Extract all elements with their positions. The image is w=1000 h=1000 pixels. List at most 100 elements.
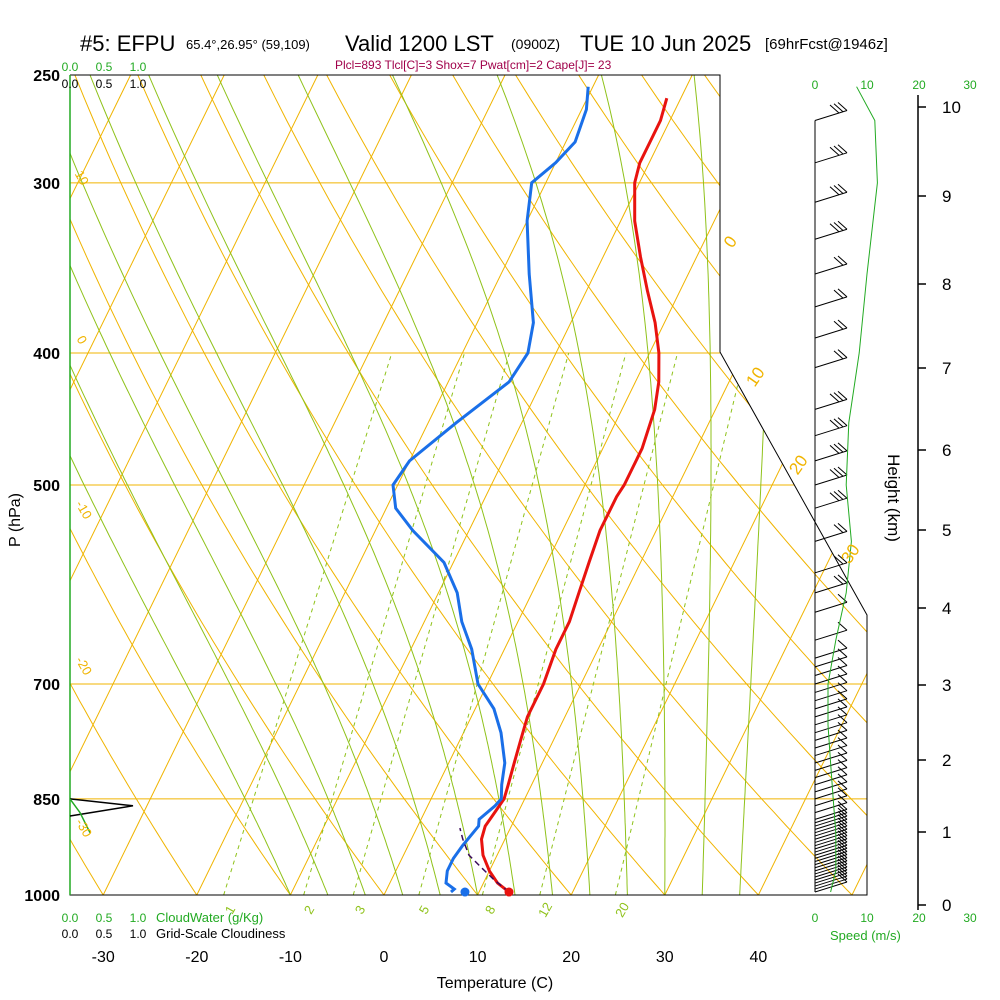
wind-barb xyxy=(814,811,848,830)
grid-label: -30 xyxy=(73,816,95,840)
svg-text:20: 20 xyxy=(912,911,926,925)
grid-label: 0 xyxy=(720,233,741,252)
dry-adiabat-line xyxy=(624,75,867,895)
valid-time: Valid 1200 LST xyxy=(345,31,494,56)
svg-text:1.0: 1.0 xyxy=(130,911,147,925)
dry-adiabat-line xyxy=(562,75,867,895)
cloudwater-label: CloudWater (g/Kg) xyxy=(156,910,263,925)
wind-barb xyxy=(814,690,848,710)
wind-barb xyxy=(814,827,848,847)
x-tick-label: 10 xyxy=(469,949,487,966)
height-tick-label: 5 xyxy=(942,521,951,540)
dry-adiabat-line xyxy=(811,75,867,895)
y-axis-label: P (hPa) xyxy=(7,493,24,547)
moist-adiabat-line xyxy=(79,75,441,895)
height-tick-label: 8 xyxy=(942,275,951,294)
svg-text:0.5: 0.5 xyxy=(96,60,113,74)
svg-text:20: 20 xyxy=(912,78,926,92)
moist-adiabat-lines xyxy=(70,75,773,895)
wind-barb xyxy=(814,801,848,820)
isotherm-line xyxy=(196,75,600,895)
mixing-ratio-line xyxy=(539,352,679,895)
dry-adiabat-line xyxy=(0,51,26,924)
speed-scale: 0 10 20 300 10 20 30 xyxy=(812,78,977,925)
svg-text:0.0: 0.0 xyxy=(62,77,79,91)
svg-text:0.5: 0.5 xyxy=(96,927,113,941)
temperature-axis: -30 -20 -10 0 10 20 30 40 xyxy=(92,949,768,966)
mixing-ratio-line xyxy=(418,352,570,895)
mixing-ratio-line xyxy=(223,352,393,895)
pressure-tick-label: 500 xyxy=(33,478,60,495)
svg-text:0.0: 0.0 xyxy=(62,911,79,925)
svg-text:0: 0 xyxy=(812,78,819,92)
grid-label: 20 xyxy=(612,900,632,920)
wind-barb xyxy=(814,319,848,339)
wind-barb xyxy=(814,639,848,659)
wind-barb xyxy=(814,807,848,827)
pressure-tick-label: 400 xyxy=(33,346,60,363)
height-tick-label: 6 xyxy=(942,441,951,460)
wind-barb xyxy=(814,722,848,741)
wind-barb xyxy=(814,255,848,275)
dry-adiabat-line xyxy=(438,75,867,895)
svg-text:0.0: 0.0 xyxy=(62,60,79,74)
moist-adiabat-line xyxy=(594,75,666,895)
wind-barb xyxy=(814,698,848,718)
moist-adiabat-line xyxy=(70,75,366,895)
isobar-lines xyxy=(70,74,867,896)
indices-line: Plcl=893 Tlcl[C]=3 Shox=7 Pwat[cm]=2 Cap… xyxy=(335,58,612,72)
isotherm-line xyxy=(757,75,867,895)
wind-barb xyxy=(814,417,848,437)
mixing-ratio-line xyxy=(303,352,465,895)
grid-label: 0 xyxy=(74,333,91,347)
x-tick-label: -30 xyxy=(92,949,115,966)
surface-dewpoint-point xyxy=(460,887,470,897)
isotherm-line xyxy=(383,75,787,895)
wind-barb xyxy=(814,744,848,764)
wind-barb xyxy=(814,817,848,837)
dry-adiabat-line xyxy=(500,75,867,895)
x-tick-label: -10 xyxy=(279,949,302,966)
moist-adiabat-line xyxy=(380,75,591,895)
x-tick-label: -20 xyxy=(185,949,208,966)
dry-adiabat-line xyxy=(313,75,867,895)
height-tick-label: 7 xyxy=(942,359,951,378)
series-dewpoint xyxy=(391,86,590,894)
surface-temperature-point xyxy=(504,887,514,897)
wind-barb xyxy=(814,682,848,702)
wind-barb xyxy=(814,391,848,410)
forecast-date: TUE 10 Jun 2025 xyxy=(580,31,751,56)
grid-label: 8 xyxy=(482,903,499,917)
mixing-ratio-line xyxy=(481,352,627,895)
svg-text:10: 10 xyxy=(860,911,874,925)
wind-barb xyxy=(814,737,848,757)
grid-label: 20 xyxy=(785,452,811,478)
wind-barb xyxy=(814,102,848,122)
x-tick-label: 0 xyxy=(380,949,389,966)
pressure-axis: 250 300 400 500 700 850 1000 xyxy=(24,68,60,905)
wind-barb xyxy=(814,554,848,574)
height-tick-label: 3 xyxy=(942,676,951,695)
isotherm-line xyxy=(70,75,412,895)
wind-barb xyxy=(814,773,848,793)
moist-adiabat-line xyxy=(206,75,516,895)
wind-barb xyxy=(814,804,848,824)
svg-text:30: 30 xyxy=(963,911,977,925)
wind-barb xyxy=(814,833,848,853)
wind-barb xyxy=(814,593,848,613)
height-tick-label: 2 xyxy=(942,751,951,770)
pressure-tick-label: 300 xyxy=(33,176,60,193)
moist-adiabat-line xyxy=(486,75,628,895)
wind-barb xyxy=(814,288,848,308)
pressure-tick-label: 700 xyxy=(33,677,60,694)
profile-lines xyxy=(69,86,669,897)
series-parcel xyxy=(459,827,510,893)
station-coords: 65.4°,26.95° (59,109) xyxy=(186,37,310,52)
series-temperature xyxy=(479,97,669,894)
isotherm-line xyxy=(289,75,693,895)
svg-text:10: 10 xyxy=(860,78,874,92)
wind-barb xyxy=(814,766,848,786)
svg-text:0.0: 0.0 xyxy=(62,927,79,941)
wind-barb xyxy=(814,820,848,840)
isotherm-line xyxy=(102,75,506,895)
